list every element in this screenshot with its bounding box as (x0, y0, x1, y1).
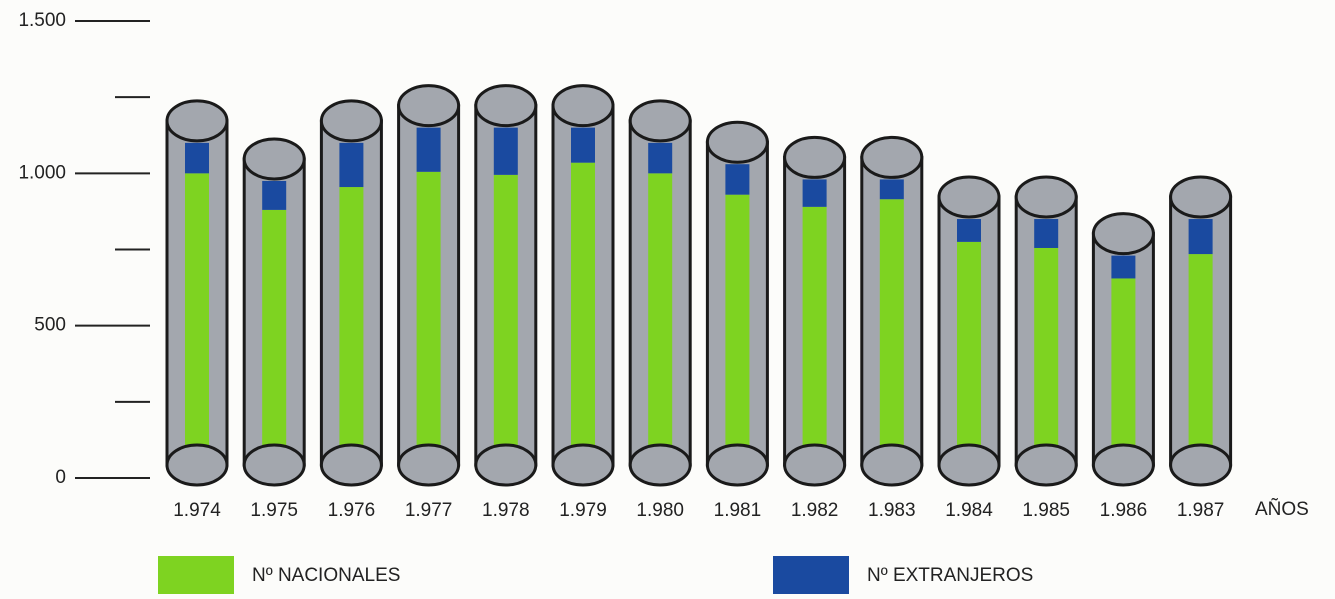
cylinder-bottom (242, 443, 306, 487)
x-axis-label: AÑOS (1255, 498, 1309, 520)
bar-segment (416, 127, 441, 172)
bar-segment (1034, 247, 1059, 478)
bar-segment (648, 142, 673, 174)
bar-segment (1111, 255, 1136, 279)
bar-segment (339, 187, 364, 478)
cylinder-bottom (1091, 443, 1155, 487)
cylinder-bottom (783, 443, 847, 487)
x-tick-label: 1.983 (868, 500, 916, 521)
cylinder-top (705, 120, 769, 164)
cylinder-bottom (319, 443, 383, 487)
bar-segment (802, 206, 827, 478)
bar-segment (571, 127, 595, 163)
cylinder-top (551, 84, 615, 128)
bar-segment (957, 241, 981, 478)
bar-segment (493, 174, 518, 478)
cylinder-top (1091, 212, 1155, 256)
x-tick-label: 1.975 (250, 500, 298, 521)
x-tick-label: 1.987 (1177, 500, 1225, 521)
y-tick-label: 1.500 (18, 10, 66, 31)
bar-segment (725, 194, 750, 478)
bar-segment (185, 173, 209, 479)
bar-segment (1034, 219, 1059, 248)
bar-segment (416, 171, 441, 478)
bar-segment (879, 179, 904, 200)
cylinder-top (1169, 175, 1233, 219)
bar-segment (262, 180, 287, 210)
cylinder-bottom (628, 443, 692, 487)
cylinder-top (319, 99, 383, 143)
cylinder-bottom (1169, 443, 1233, 487)
bar-segment (1188, 219, 1213, 255)
bar-segment (802, 179, 827, 207)
cylinder-top (242, 137, 306, 181)
bar-segment (648, 173, 673, 479)
cylinder-top (1014, 175, 1078, 219)
cylinder-bottom (1014, 443, 1078, 487)
x-tick-label: 1.979 (559, 500, 607, 521)
bar-segment (725, 164, 750, 195)
bar-segment (493, 127, 518, 175)
x-tick-label: 1.976 (328, 500, 376, 521)
cylinder-bottom (860, 443, 924, 487)
bar-segment (185, 142, 209, 174)
x-tick-label: 1.985 (1022, 500, 1070, 521)
cylinder-top (628, 99, 692, 143)
legend-swatch (773, 556, 849, 594)
bar-segment (262, 209, 287, 479)
x-tick-label: 1.978 (482, 500, 530, 521)
cylinder-bottom (165, 443, 229, 487)
x-tick-label: 1.974 (173, 500, 221, 521)
cylinder-bottom (705, 443, 769, 487)
y-tick-label: 1.000 (18, 162, 66, 183)
cylinder-bottom (937, 443, 1001, 487)
cylinder-bottom (474, 443, 538, 487)
cylinder-top (937, 175, 1001, 219)
cylinder-bottom (551, 443, 615, 487)
y-tick-label: 500 (34, 315, 66, 336)
x-tick-label: 1.980 (636, 500, 684, 521)
cylinder-top (165, 99, 229, 143)
bar-segment (1188, 254, 1213, 478)
x-tick-label: 1.977 (405, 500, 453, 521)
cylinder-bottom (397, 443, 461, 487)
legend-label: Nº EXTRANJEROS (867, 565, 1033, 586)
x-tick-label: 1.982 (791, 500, 839, 521)
x-tick-label: 1.986 (1100, 500, 1148, 521)
y-tick-label: 0 (55, 467, 66, 488)
cylinder-top (397, 84, 461, 128)
bar-segment (339, 142, 364, 188)
legend-label: Nº NACIONALES (252, 565, 400, 586)
cylinder-top (860, 135, 924, 179)
bar-segment (571, 162, 595, 479)
cylinder-top (783, 135, 847, 179)
x-tick-label: 1.984 (945, 500, 993, 521)
x-tick-label: 1.981 (714, 500, 762, 521)
legend-swatch (158, 556, 234, 594)
bar-segment (879, 199, 904, 479)
cylinder-top (474, 84, 538, 128)
bar-segment (957, 219, 981, 242)
